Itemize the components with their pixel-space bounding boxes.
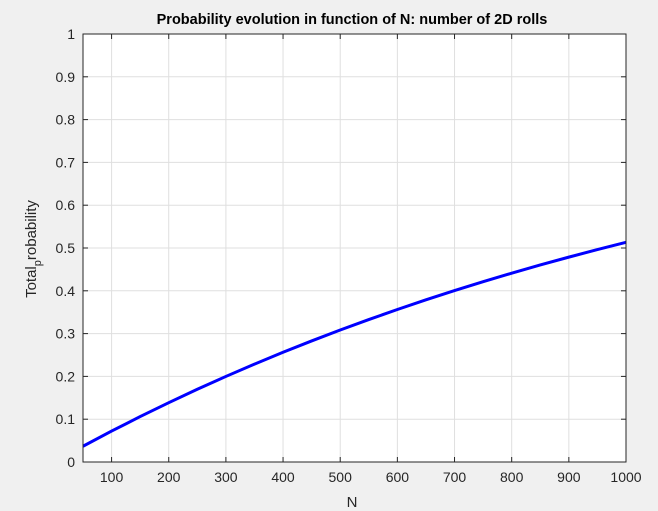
x-tick-label: 100 [100,469,124,485]
y-tick-label: 1 [67,26,75,42]
y-tick-label: 0.1 [56,411,76,427]
x-tick-label: 300 [214,469,238,485]
y-tick-label: 0.2 [56,368,76,384]
x-tick-label: 900 [557,469,581,485]
y-tick-label: 0 [67,454,75,470]
y-tick-label: 0.8 [56,112,76,128]
x-tick-label: 500 [329,469,353,485]
x-tick-label: 800 [500,469,524,485]
grid-lines [83,33,627,463]
x-tick-label: 1000 [610,469,641,485]
y-tick-label: 0.6 [56,197,76,213]
x-axis-label: N [347,494,358,511]
x-tick-label: 200 [157,469,181,485]
x-tick-label: 700 [443,469,467,485]
x-tick-label: 600 [386,469,410,485]
y-tick-label: 0.5 [56,240,76,256]
y-axis-label-subscript: p [32,260,44,266]
y-axis-label-rest: robability [23,200,40,261]
series-line [82,240,627,448]
y-axis-label: Totalprobability [23,200,44,298]
y-tick-label: 0.7 [56,154,76,170]
x-tick-label: 400 [271,469,295,485]
y-tick-label: 0.3 [56,326,76,342]
y-tick-label: 0.9 [56,69,76,85]
chart-title: Probability evolution in function of N: … [157,12,548,28]
y-axis-label-main: Total [23,266,40,298]
x-ticks: 100 200 300 400 500 600 700 800 900 1000 [100,34,642,485]
y-ticks: 0 0.1 0.2 0.3 0.4 0.5 0.6 0.7 0.8 0.9 1 [56,26,626,470]
y-tick-label: 0.4 [56,283,76,299]
